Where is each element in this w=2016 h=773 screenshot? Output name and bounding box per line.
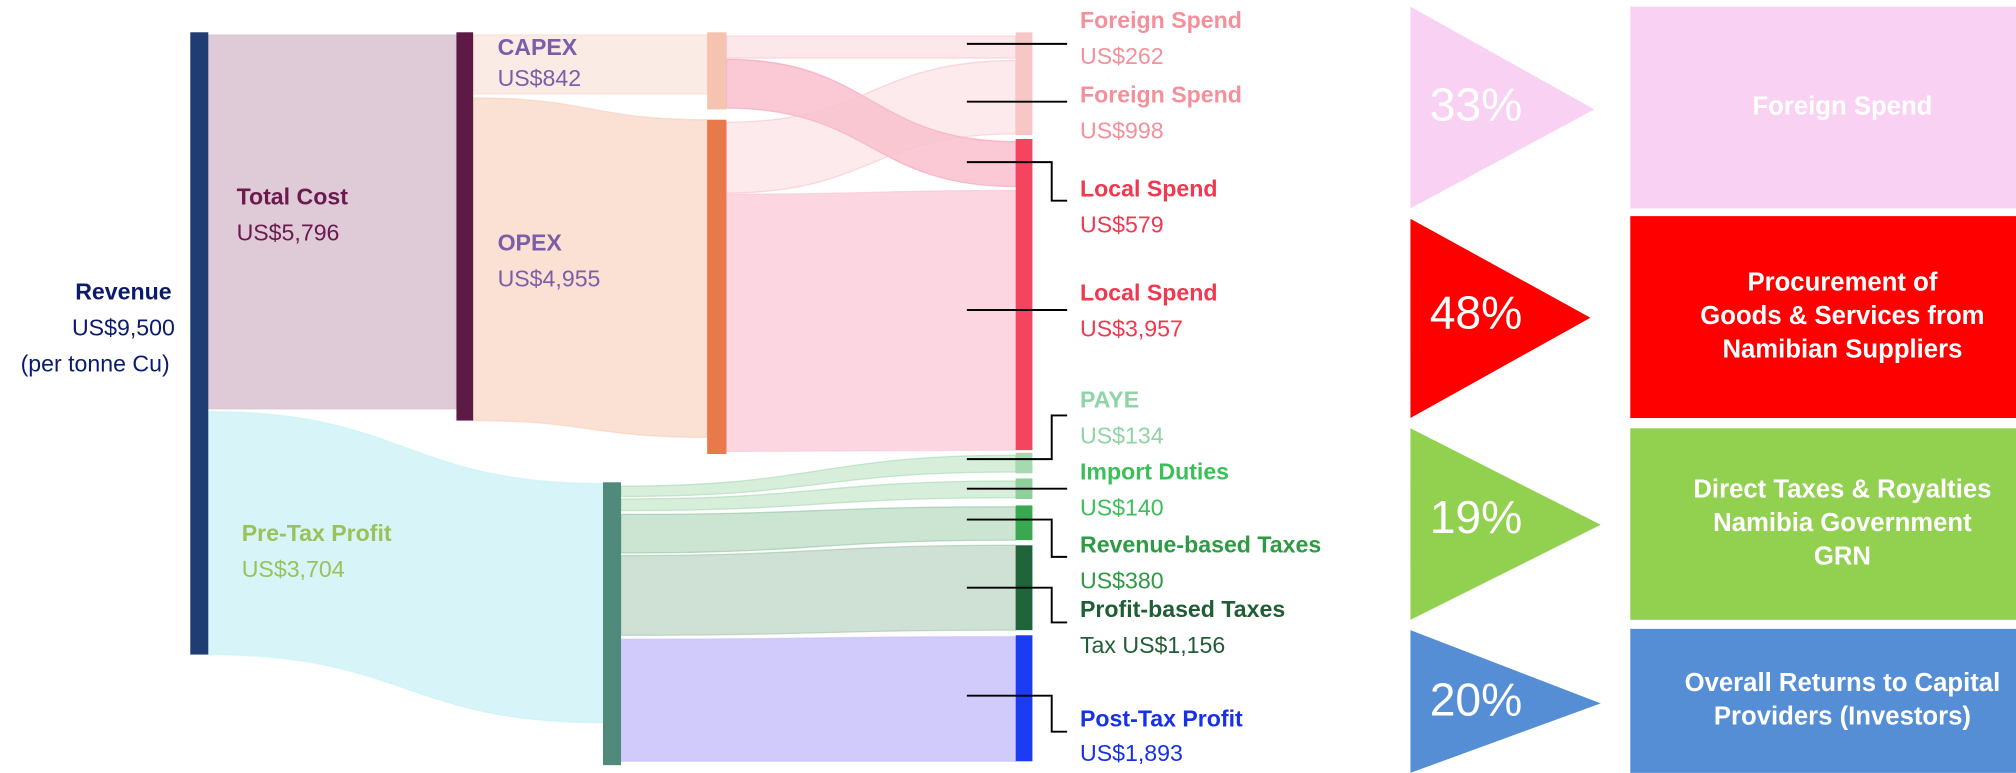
leaders <box>966 42 1068 733</box>
arrow <box>1410 6 1595 209</box>
node-label: Total Cost <box>237 183 349 209</box>
node-label: PAYE <box>1080 386 1139 412</box>
flow <box>725 189 1017 453</box>
flow <box>620 506 1017 554</box>
node-value: US$842 <box>498 65 582 91</box>
summary-text: GRN <box>1814 542 1871 570</box>
node <box>1015 139 1033 451</box>
summary-box <box>1630 216 2016 418</box>
flow <box>620 635 1017 762</box>
node-value: US$140 <box>1080 494 1164 520</box>
node-value: US$3,704 <box>242 556 345 582</box>
node-label: Pre-Tax Profit <box>242 520 392 546</box>
summary-box <box>1630 428 2016 620</box>
summary-box <box>1630 628 2016 773</box>
node-label: Revenue <box>75 278 172 304</box>
node-value: US$1,893 <box>1080 740 1183 766</box>
node-value: US$998 <box>1080 118 1164 144</box>
node-label: CAPEX <box>498 34 578 60</box>
node <box>707 32 727 110</box>
node-label: Foreign Spend <box>1080 7 1242 33</box>
node-value: US$4,955 <box>498 266 601 292</box>
node-label: Foreign Spend <box>1080 82 1242 108</box>
summary-text: Overall Returns to Capital <box>1685 669 2001 697</box>
leader-line <box>966 586 1068 624</box>
arrow <box>1410 218 1591 418</box>
node-label: Import Duties <box>1080 458 1229 484</box>
leader-line <box>966 518 1068 558</box>
nodes <box>190 32 1033 766</box>
summary-text: Goods & Services from <box>1700 302 1984 330</box>
summary-text: Namibia Government <box>1713 509 1972 537</box>
node-label: OPEX <box>498 230 563 256</box>
leader-line <box>966 161 1068 202</box>
leader-line <box>966 414 1068 461</box>
node-label: Post-Tax Profit <box>1080 705 1243 731</box>
node <box>603 482 621 766</box>
node-value: US$9,500 <box>72 314 175 340</box>
node-value: US$3,957 <box>1080 316 1183 342</box>
flows <box>207 34 1017 762</box>
summary-text: Procurement of <box>1747 268 1937 296</box>
percent: 20% <box>1430 674 1523 726</box>
node-value: US$134 <box>1080 422 1164 448</box>
node-label: Local Spend <box>1080 280 1218 306</box>
node-value: US$5,796 <box>237 219 340 245</box>
summary-text: Foreign Spend <box>1752 92 1932 120</box>
node-label: Local Spend <box>1080 176 1218 202</box>
node <box>1015 452 1033 474</box>
arrow <box>1410 428 1601 620</box>
summary-text: Namibian Suppliers <box>1722 335 1962 363</box>
arrow <box>1410 630 1601 773</box>
percent: 48% <box>1430 287 1523 339</box>
node-label: Profit-based Taxes <box>1080 596 1285 622</box>
node <box>1015 32 1033 136</box>
node-label: Revenue-based Taxes <box>1080 532 1321 558</box>
summary-text: Providers (Investors) <box>1714 702 1971 730</box>
node-value: US$262 <box>1080 43 1164 69</box>
node <box>707 119 727 454</box>
node-value: US$579 <box>1080 212 1164 238</box>
flow <box>620 544 1017 636</box>
summary-box <box>1630 6 2016 209</box>
flow <box>725 35 1017 59</box>
node <box>1015 635 1033 762</box>
node-value: US$380 <box>1080 568 1164 594</box>
summary: 33% Foreign Spend 48% Procurement of Goods &… <box>1410 6 2016 773</box>
node-note: (per tonne Cu) <box>21 350 170 376</box>
percent: 19% <box>1430 491 1523 543</box>
leader-line <box>966 694 1068 733</box>
node-value: Tax US$1,156 <box>1080 632 1225 658</box>
summary-text: Direct Taxes & Royalties <box>1693 475 1991 503</box>
node <box>190 32 209 655</box>
node <box>456 32 474 421</box>
node <box>1015 505 1033 541</box>
percent: 33% <box>1430 78 1523 130</box>
